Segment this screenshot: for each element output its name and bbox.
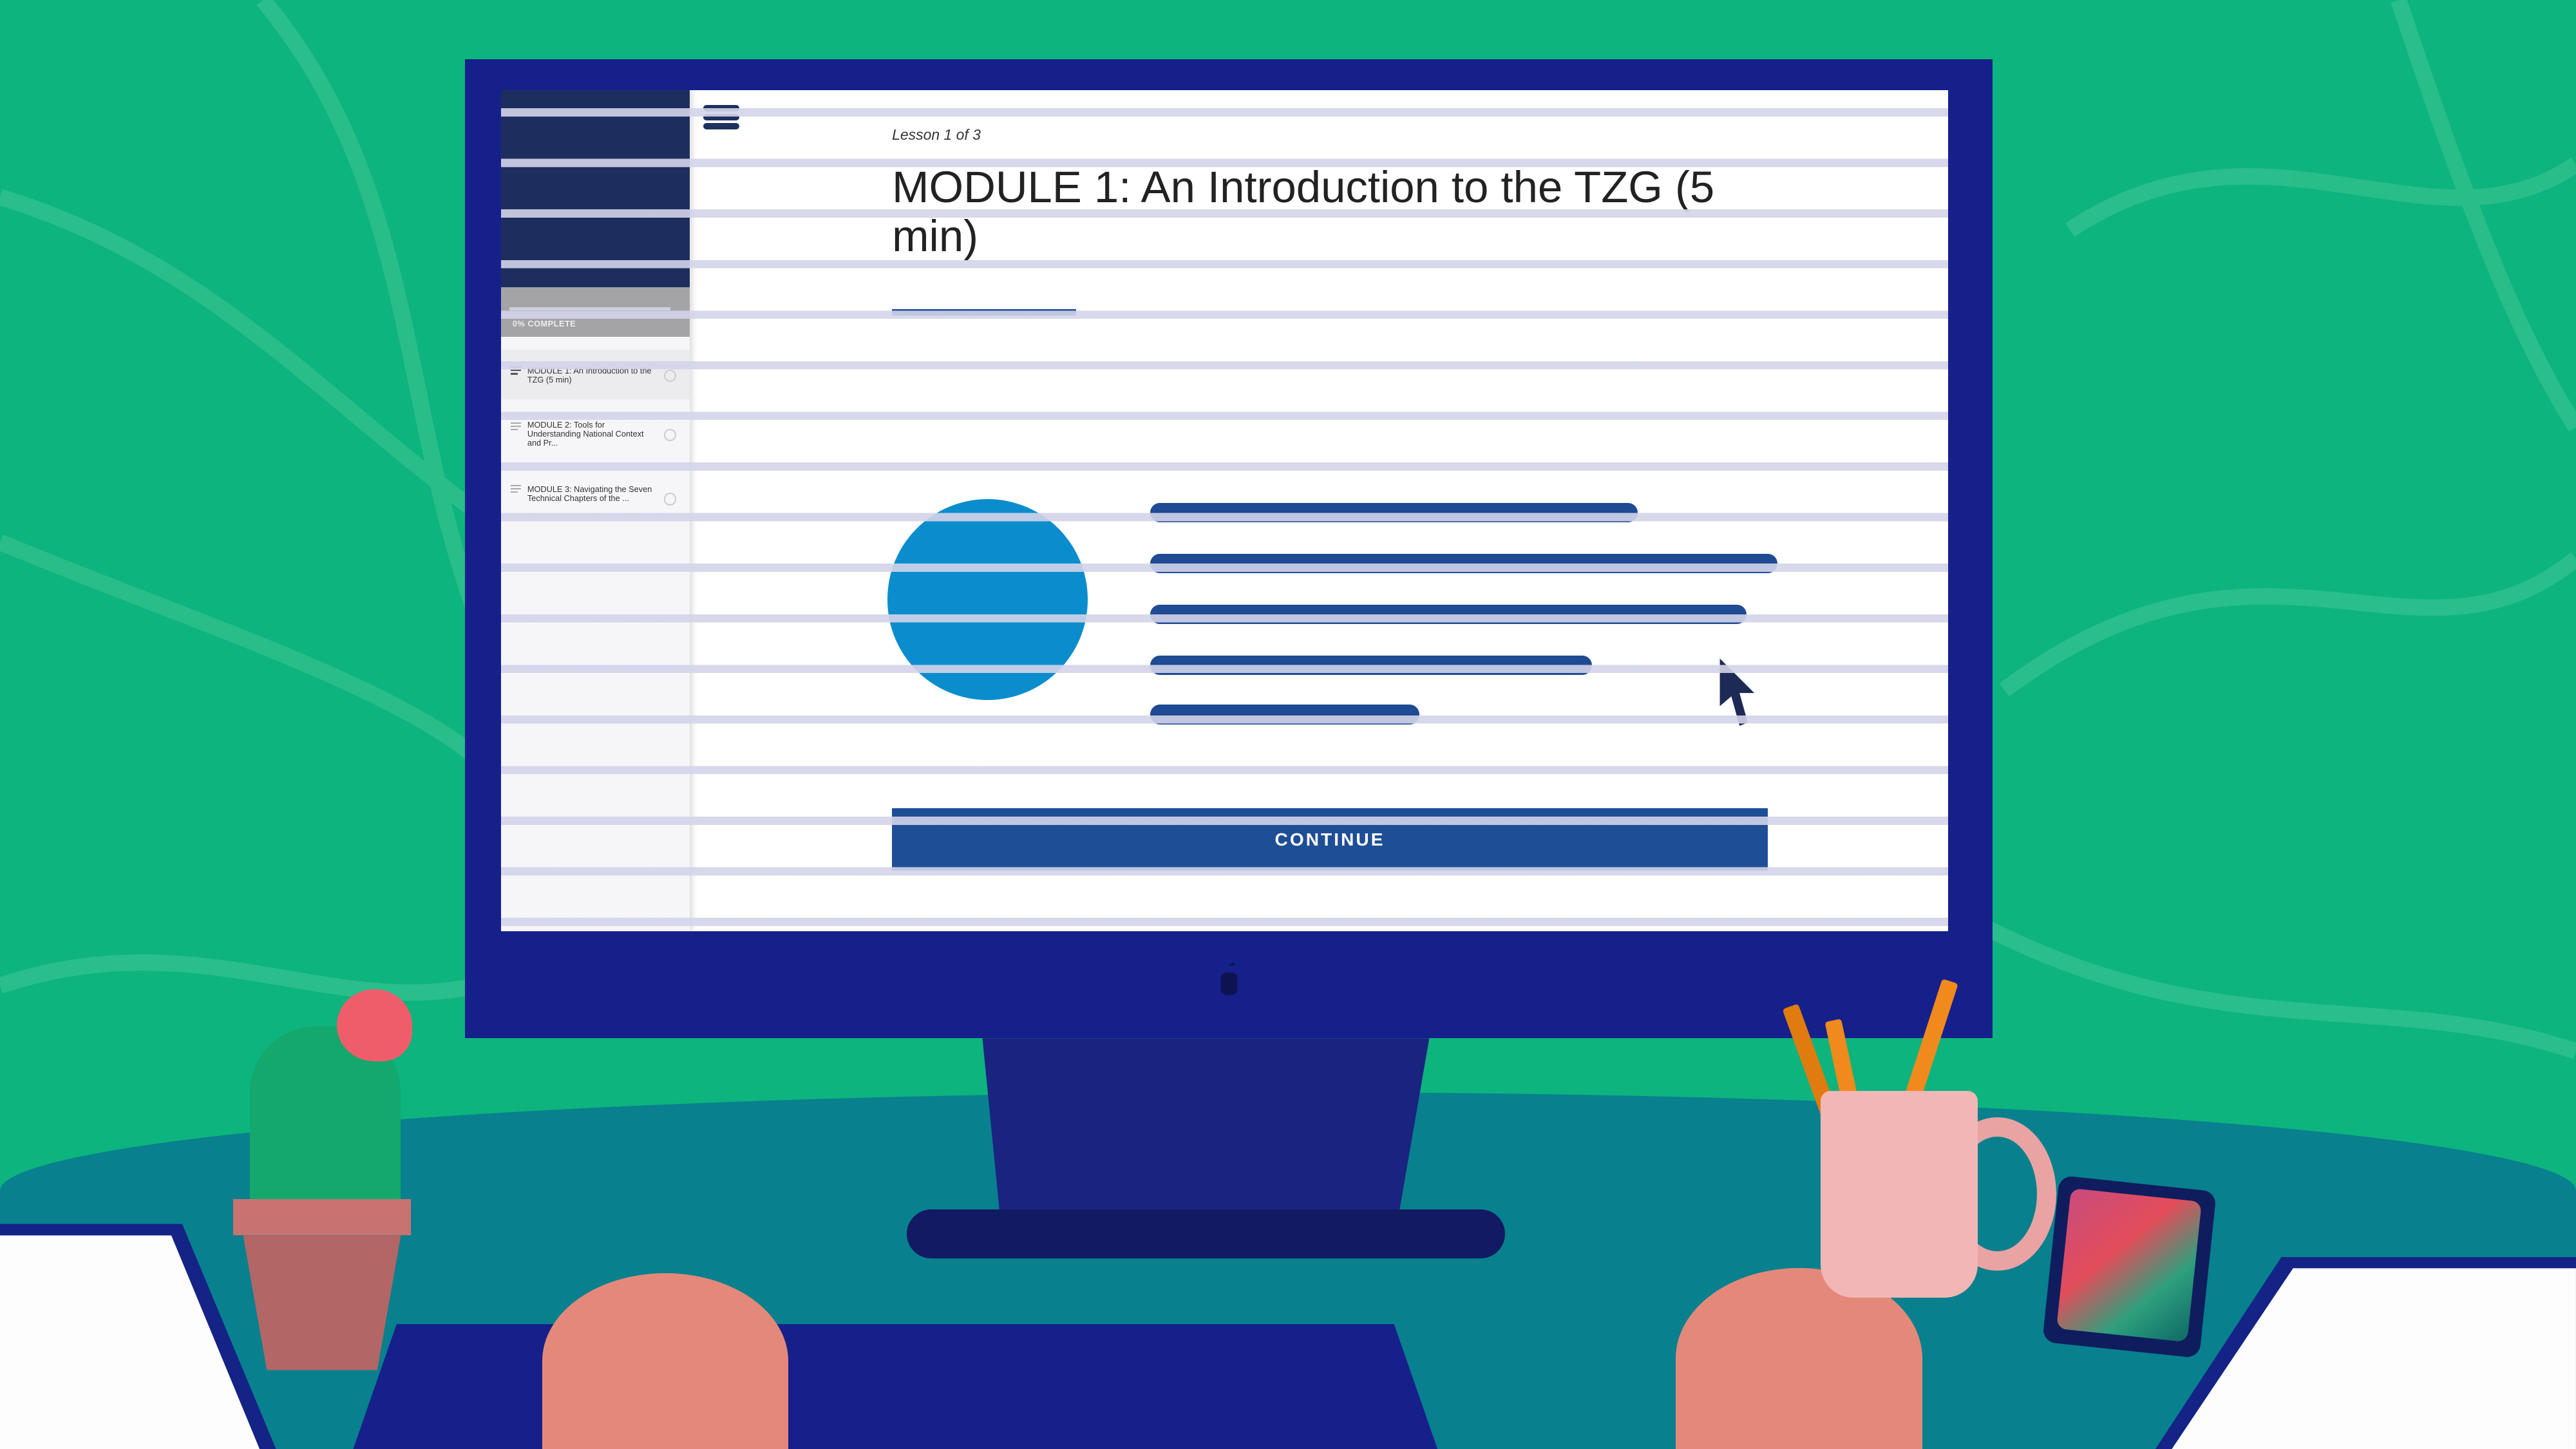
sidebar-item-label: MODULE 1: An Introduction to the TZG (5 … bbox=[527, 365, 652, 384]
sidebar-header bbox=[501, 90, 690, 288]
status-circle-icon bbox=[663, 428, 676, 442]
course-sidebar: 0% COMPLETE MODULE 1: An Introduction to… bbox=[501, 90, 690, 932]
sidebar-item-module-3[interactable]: MODULE 3: Navigating the Seven Technical… bbox=[501, 484, 690, 535]
course-progress: 0% COMPLETE bbox=[501, 287, 690, 337]
apple-logo-icon bbox=[1220, 963, 1237, 996]
lesson-list-icon bbox=[511, 484, 521, 495]
placeholder-text-line bbox=[1150, 553, 1778, 574]
pot-rim bbox=[233, 1199, 411, 1236]
lesson-counter: Lesson 1 of 3 bbox=[892, 126, 981, 144]
progress-bar bbox=[509, 307, 670, 311]
flower-pot bbox=[243, 1235, 401, 1370]
placeholder-text-line bbox=[1150, 705, 1420, 724]
sidebar-item-label: MODULE 3: Navigating the Seven Technical… bbox=[527, 484, 652, 503]
page-title: MODULE 1: An Introduction to the TZG (5 … bbox=[892, 162, 1715, 261]
sidebar-item-module-2[interactable]: MODULE 2: Tools for Understanding Nation… bbox=[501, 419, 690, 468]
progress-label: 0% COMPLETE bbox=[512, 318, 576, 328]
sidebar-item-module-1[interactable]: MODULE 1: An Introduction to the TZG (5 … bbox=[501, 350, 690, 399]
mouse-cursor-icon bbox=[1719, 658, 1755, 726]
continue-button[interactable]: CONTINUE bbox=[892, 808, 1768, 871]
lesson-screen: 0% COMPLETE MODULE 1: An Introduction to… bbox=[501, 90, 1949, 932]
pencil-mug bbox=[1820, 1090, 1978, 1298]
placeholder-text-line bbox=[1150, 655, 1592, 676]
status-circle-icon bbox=[663, 493, 676, 506]
placeholder-image-circle bbox=[887, 499, 1088, 700]
monitor-stand bbox=[982, 1038, 1430, 1219]
monitor-base bbox=[907, 1209, 1505, 1259]
left-hand bbox=[542, 1273, 789, 1449]
status-circle-icon bbox=[663, 369, 676, 383]
cactus-flower bbox=[336, 989, 413, 1061]
placeholder-text-line bbox=[1150, 604, 1747, 625]
title-underline bbox=[892, 308, 1076, 316]
placeholder-text-line bbox=[1150, 502, 1638, 523]
keyboard bbox=[353, 1324, 1438, 1449]
lesson-list-icon bbox=[511, 366, 521, 376]
phone-screen bbox=[2056, 1188, 2202, 1343]
sidebar-item-label: MODULE 2: Tools for Understanding Nation… bbox=[527, 420, 644, 448]
lesson-list-icon bbox=[511, 422, 521, 432]
hamburger-menu-icon[interactable] bbox=[703, 105, 739, 132]
right-hand bbox=[1676, 1268, 1922, 1449]
